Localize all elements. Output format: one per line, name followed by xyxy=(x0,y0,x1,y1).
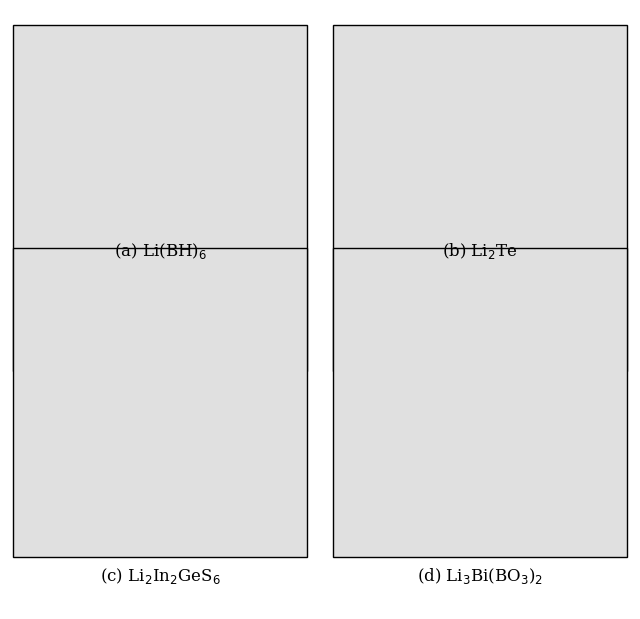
Bar xyxy=(333,248,627,557)
Bar xyxy=(333,25,627,371)
Text: (a) Li(BH)$_6$: (a) Li(BH)$_6$ xyxy=(113,241,207,261)
Bar xyxy=(13,248,307,557)
Text: (c) Li$_2$In$_2$GeS$_6$: (c) Li$_2$In$_2$GeS$_6$ xyxy=(100,566,220,586)
Text: (b) Li$_2$Te: (b) Li$_2$Te xyxy=(442,241,518,261)
Text: (d) Li$_3$Bi(BO$_3$)$_2$: (d) Li$_3$Bi(BO$_3$)$_2$ xyxy=(417,566,543,586)
Bar xyxy=(13,25,307,371)
